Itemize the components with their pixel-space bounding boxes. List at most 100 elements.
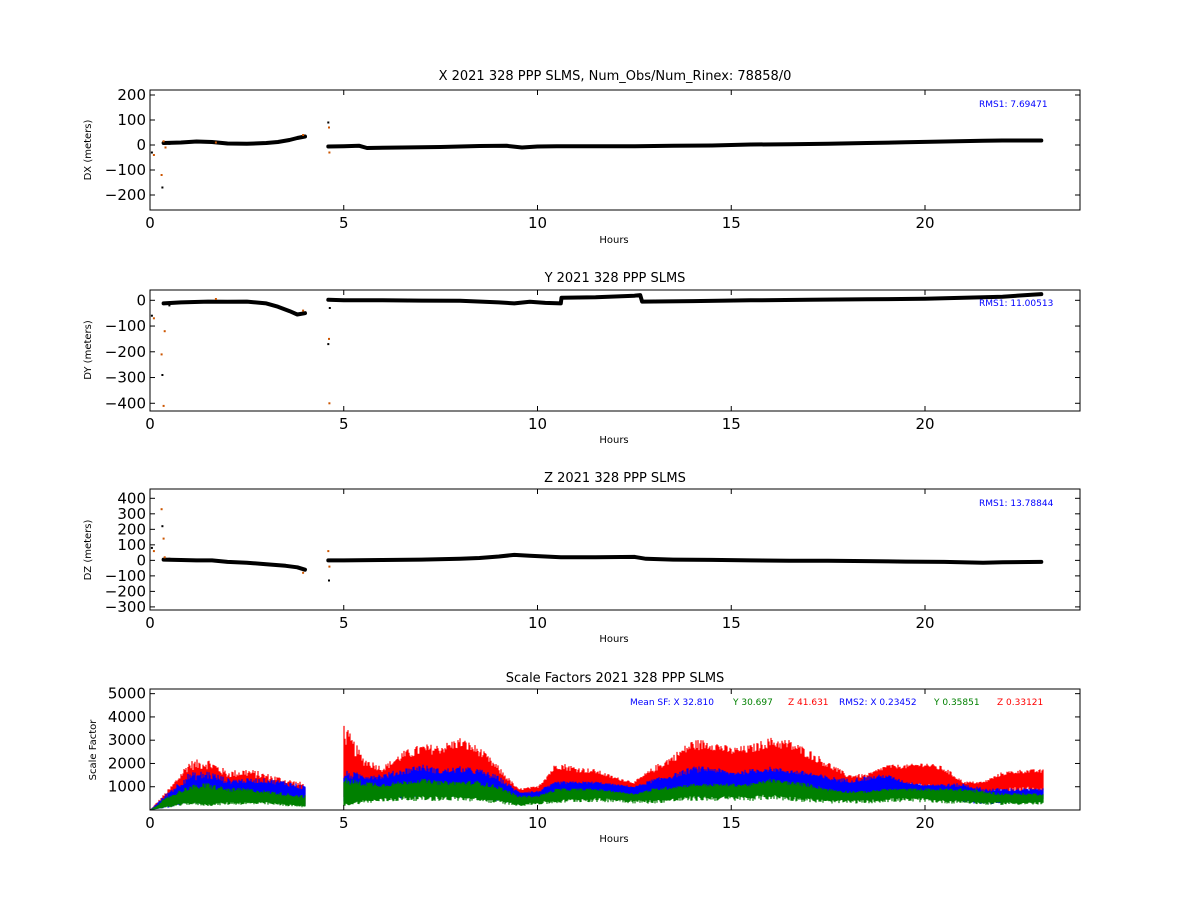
dx-xlabel: Hours	[599, 235, 628, 246]
sf-xlabel: Hours	[599, 834, 628, 845]
sf-data-marks	[150, 725, 1044, 810]
dy-xtick-label: 0	[145, 415, 155, 433]
dx-panel: X 2021 328 PPP SLMS, Num_Obs/Num_Rinex: …	[83, 69, 1081, 246]
dy-outlier-point	[328, 402, 331, 405]
sf-xtick-label: 15	[722, 814, 741, 832]
dy-series-segment-0	[161, 299, 307, 317]
dz-outlier-point	[168, 557, 171, 560]
dz-outlier-point	[328, 565, 331, 568]
sf-ylabel: Scale Factor	[88, 719, 99, 781]
dx-outlier-point	[168, 142, 171, 145]
dy-outlier-point	[327, 343, 330, 346]
dy-outlier-point	[302, 309, 305, 312]
dy-outlier-point	[163, 330, 166, 333]
dx-outlier-point	[327, 121, 330, 124]
dy-xtick-label: 10	[528, 415, 547, 433]
dx-ytick-label: 200	[117, 86, 146, 104]
dz-ytick-label: 300	[117, 505, 146, 523]
dx-xtick-label: 20	[915, 214, 934, 232]
dy-title: Y 2021 328 PPP SLMS	[544, 271, 686, 286]
sf-series-band-2	[150, 778, 1044, 810]
dz-outlier-point	[163, 556, 166, 559]
dy-outlier-point	[160, 353, 163, 356]
dz-outlier-point	[152, 550, 155, 553]
dz-ytick-label: −300	[105, 598, 146, 616]
dy-outlier-point	[152, 317, 155, 320]
dz-outlier-point	[161, 525, 164, 528]
dx-series-segment-1	[326, 138, 1044, 150]
sf-legend-rms-x: RMS2: X 0.23452	[839, 698, 917, 708]
dy-ytick-label: −100	[105, 317, 146, 335]
dy-ylabel: DY (meters)	[83, 320, 94, 380]
dz-outlier-point	[162, 537, 165, 540]
scale-factor-panel: Scale Factors 2021 328 PPP SLMS Scale Fa…	[88, 671, 1081, 845]
dz-outlier-point	[150, 546, 153, 549]
sf-title: Scale Factors 2021 328 PPP SLMS	[506, 671, 725, 686]
dz-outlier-point	[302, 571, 305, 574]
dx-xtick-label: 0	[145, 214, 155, 232]
sf-ytick-label: 5000	[108, 685, 146, 703]
dz-outlier-point	[327, 550, 330, 553]
sf-legend-mean-x: Mean SF: X 32.810	[630, 698, 714, 708]
dx-outlier-point	[161, 186, 164, 189]
dz-ytick-label: 100	[117, 536, 146, 554]
dy-outlier-point	[214, 298, 217, 300]
dz-xlabel: Hours	[599, 634, 628, 645]
dy-xlabel: Hours	[599, 435, 628, 446]
dz-ytick-label: −200	[105, 582, 146, 600]
dz-xtick-label: 10	[528, 614, 547, 632]
dx-outlier-point	[160, 174, 163, 176]
dx-title: X 2021 328 PPP SLMS, Num_Obs/Num_Rinex: …	[439, 69, 792, 84]
dz-ytick-label: 400	[117, 489, 146, 507]
dz-outlier-point	[328, 579, 330, 582]
dx-xtick-label: 5	[339, 214, 349, 232]
dx-outlier-point	[164, 146, 167, 149]
sf-legend-rms-z: Z 0.33121	[997, 698, 1043, 708]
sf-legend-mean-z: Z 41.631	[788, 698, 829, 708]
dx-ytick-label: 100	[117, 111, 146, 129]
sf-xtick-label: 0	[145, 814, 155, 832]
dx-axes-frame	[149, 89, 1081, 211]
dz-xtick-label: 0	[145, 614, 155, 632]
dy-outlier-point	[150, 314, 153, 317]
dy-outlier-point	[168, 304, 171, 307]
sf-ytick-label: 1000	[108, 778, 146, 796]
dx-outlier-point	[302, 134, 305, 136]
dy-axes-frame	[149, 289, 1081, 412]
dz-series-segment-1	[326, 552, 1044, 565]
dx-ylabel: DX (meters)	[83, 119, 94, 180]
sf-xtick-label: 20	[915, 814, 934, 832]
dz-ytick-label: −100	[105, 567, 146, 585]
dy-outlier-point	[161, 374, 164, 376]
sf-xtick-label: 10	[528, 814, 547, 832]
dz-xtick-label: 15	[722, 614, 741, 632]
sf-legend-mean-y: Y 30.697	[732, 698, 773, 708]
dx-xtick-label: 10	[528, 214, 547, 232]
dx-outlier-point	[328, 126, 330, 129]
dy-ytick-label: −400	[105, 394, 146, 412]
sf-legend: Mean SF: X 32.810 Y 30.697 Z 41.631 RMS2…	[630, 698, 1043, 708]
dz-xtick-label: 5	[339, 614, 349, 632]
dy-xtick-label: 20	[915, 415, 934, 433]
dz-ytick-label: 0	[136, 551, 146, 569]
dx-ytick-label: −200	[105, 186, 146, 204]
sf-ytick-label: 3000	[108, 731, 146, 749]
dz-outlier-point	[160, 508, 163, 511]
dy-xtick-label: 5	[339, 415, 349, 433]
dx-ytick-label: −100	[105, 161, 146, 179]
sf-ytick-label: 2000	[108, 754, 146, 772]
dx-data-marks	[150, 121, 1044, 189]
dy-series-segment-1	[326, 292, 1044, 306]
dx-outlier-point	[162, 140, 165, 143]
dx-outlier-point	[328, 151, 331, 154]
dx-series-segment-0	[161, 134, 307, 146]
dy-ytick-label: 0	[136, 291, 146, 309]
dx-xtick-label: 15	[722, 214, 741, 232]
dx-ytick-label: 0	[136, 136, 146, 154]
sf-legend-rms-y: Y 0.35851	[933, 698, 980, 708]
dz-ytick-label: 200	[117, 520, 146, 538]
dy-data-marks	[150, 292, 1044, 407]
dz-data-marks	[150, 508, 1044, 582]
dy-panel: Y 2021 328 PPP SLMS DY (meters) Hours RM…	[83, 271, 1081, 446]
